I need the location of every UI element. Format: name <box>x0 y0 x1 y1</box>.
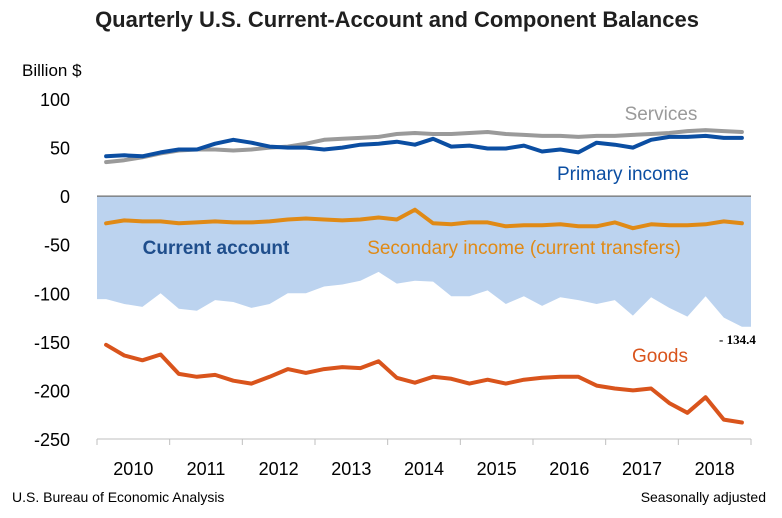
y-tick-label: 0 <box>60 187 70 207</box>
y-tick-label: -200 <box>34 381 70 401</box>
y-tick-label: -100 <box>34 284 70 304</box>
series-line-primary-income <box>104 133 744 159</box>
y-tick-label: -250 <box>34 430 70 450</box>
series-label-primary-income: Primary income <box>557 164 689 185</box>
y-tick-label: 50 <box>50 139 70 159</box>
y-tick-label: -50 <box>44 236 70 256</box>
source-note: U.S. Bureau of Economic Analysis <box>12 489 224 505</box>
series-line-secondary-income-current-transfers <box>104 207 744 231</box>
x-tick-label: 2014 <box>404 459 444 479</box>
y-axis-unit: Billion $ <box>22 61 82 80</box>
y-tick-label: 100 <box>40 90 70 110</box>
x-tick-label: 2018 <box>695 459 735 479</box>
x-tick-label: 2016 <box>549 459 589 479</box>
axis-layer: 100 50 0 -50 -100 -150 -200 -250 2010 2011 2012 201… <box>34 90 752 479</box>
series-labels-layer: Services Primary income Secondary income (… <box>143 104 757 367</box>
y-tick-label: -150 <box>34 333 70 353</box>
annotation-current-account-latest: - 134.4 <box>719 332 756 347</box>
x-tick-label: 2015 <box>477 459 517 479</box>
series-line-goods <box>104 342 744 425</box>
adjustment-note: Seasonally adjusted <box>641 489 766 505</box>
x-tick-label: 2010 <box>113 459 153 479</box>
series-lines-layer <box>104 128 744 425</box>
series-area-current-account <box>97 196 751 327</box>
series-label-current-account: Current account <box>143 238 290 259</box>
chart-title: Quarterly U.S. Current-Account and Compo… <box>95 7 699 32</box>
series-line-services <box>104 128 744 165</box>
series-label-goods: Goods <box>632 346 688 367</box>
series-label-services: Services <box>625 104 698 125</box>
x-tick-label: 2013 <box>331 459 371 479</box>
series-label-secondary-income-current-transfers: Secondary income (current transfers) <box>367 238 681 259</box>
x-tick-label: 2012 <box>259 459 299 479</box>
x-tick-label: 2011 <box>187 459 226 479</box>
current-account-area-layer <box>97 196 751 327</box>
x-tick-label: 2017 <box>622 459 662 479</box>
